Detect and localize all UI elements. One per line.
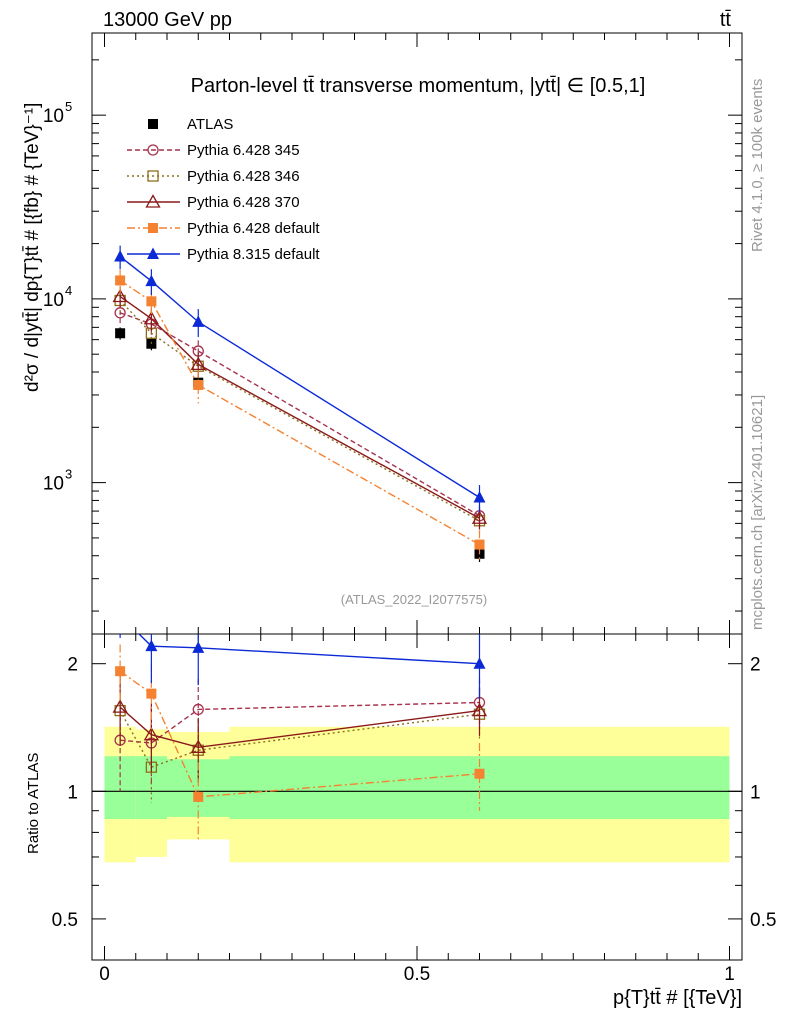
ratio-point-p370 [471, 702, 488, 717]
ratio-y-tick-label-left: 1 [67, 782, 78, 803]
main-point-p6def [115, 275, 126, 286]
ratio-point-p8def [192, 641, 205, 653]
main-y-axis-label: d²σ / d|ytt̄| dp{T}tt̄ # [{fb} # {TeV}⁻¹… [22, 103, 43, 392]
main-y-tick-label: 10 [43, 474, 64, 495]
legend-marker-atlas [148, 119, 158, 129]
ratio-y-axis-label: Ratio to ATLAS [25, 753, 42, 854]
analysis-watermark: (ATLAS_2022_I2077575) [341, 592, 487, 607]
main-point-p345 [114, 307, 126, 319]
ratio-point-p6def [146, 688, 157, 699]
rivet-version-label: Rivet 4.1.0, ≥ 100k events [749, 79, 766, 252]
main-point-p6def [474, 539, 485, 550]
main-y-tick-label: 10 [43, 106, 64, 127]
legend-item-atlas: ATLAS [148, 116, 233, 133]
main-point-p6def [146, 296, 157, 307]
x-tick-label: 0 [99, 964, 110, 985]
ratio-point-p370 [143, 726, 159, 741]
main-point-p370 [471, 510, 488, 524]
ratio-point-p345 [192, 703, 204, 716]
legend-item-p345: Pythia 6.428 345 [127, 142, 300, 159]
ratio-point-p8def [145, 639, 158, 652]
ratio-y-tick-label-right: 0.5 [750, 910, 776, 931]
header-collision-label: 13000 GeV pp [103, 9, 232, 31]
main-series-p6def [115, 269, 485, 562]
ratio-point-p6def [193, 791, 204, 802]
mcplots-label: mcplots.cern.ch [arXiv:2401.10621] [749, 395, 766, 630]
main-y-tick-exponent: 3 [65, 467, 72, 482]
ratio-series-p8def [114, 609, 486, 700]
main-line-p345 [119, 312, 480, 517]
main-point-p370 [190, 356, 206, 371]
legend-item-p8def: Pythia 8.315 default [127, 246, 320, 263]
header-process-label: tt̄ [720, 9, 732, 31]
ratio-point-p6def [115, 666, 126, 677]
main-point-p8def [473, 490, 486, 503]
main-point-p370 [112, 288, 128, 303]
legend-marker-p8def [147, 247, 159, 259]
ratio-point-p370 [112, 699, 128, 713]
ratio-y-tick-label-right: 2 [750, 655, 761, 676]
legend-label-p346: Pythia 6.428 346 [187, 168, 300, 185]
main-line-p8def [119, 255, 480, 499]
main-line-p346 [119, 300, 480, 522]
ratio-line-p8def [138, 634, 480, 665]
x-axis-label: p{T}tt̄ # [{TeV}] [613, 987, 742, 1009]
ratio-series-group [112, 609, 488, 840]
main-line-p6def [119, 279, 480, 546]
legend-item-p346: Pythia 6.428 346 [127, 168, 300, 185]
ratio-line-p345 [120, 701, 480, 744]
ratio-point-p370 [190, 739, 206, 753]
legend-marker-p346 [147, 170, 159, 182]
legend-item-p370: Pythia 6.428 370 [127, 194, 300, 211]
main-point-p8def [145, 274, 158, 287]
x-tick-label: 1 [724, 964, 735, 985]
main-point-p8def [192, 315, 205, 327]
legend-marker-p6def [148, 223, 158, 233]
ratio-point-p8def [114, 609, 126, 621]
ratio-point-p8def [473, 657, 486, 669]
main-series-p346 [114, 290, 486, 533]
legend-label-p8def: Pythia 8.315 default [187, 246, 320, 263]
legend-item-p6def: Pythia 6.428 default [127, 220, 320, 237]
x-tick-label: 0.5 [404, 964, 430, 985]
ratio-series-p6def [115, 644, 485, 840]
main-y-tick-exponent: 4 [65, 283, 72, 298]
main-point-p8def [114, 250, 127, 262]
main-title: Parton-level tt̄ transverse momentum, |y… [191, 75, 646, 97]
main-y-tick-exponent: 5 [65, 99, 72, 114]
ratio-y-tick-label-right: 1 [750, 782, 761, 803]
ratio-line-p346 [119, 710, 480, 769]
legend-marker-p370 [145, 194, 161, 208]
ratio-y-tick-label-left: 2 [67, 655, 78, 676]
ratio-y-tick-label-left: 0.5 [52, 910, 78, 931]
main-y-tick-label: 10 [43, 290, 64, 311]
main-series-p8def [114, 245, 486, 513]
legend: ATLAS Pythia 6.428 345 Pythia 6.428 346 Pyt… [127, 116, 320, 263]
main-line-p370 [119, 295, 480, 519]
legend-label-p6def: Pythia 6.428 default [187, 220, 320, 237]
legend-marker-p345 [147, 144, 159, 156]
main-point-p370 [143, 310, 159, 325]
legend-label-atlas: ATLAS [187, 116, 233, 133]
main-point-atlas [115, 328, 126, 339]
ratio-line-p6def [119, 670, 480, 798]
ratio-panel: 0.5 0.5 1 1 2 2 0 0.5 1 Ratio to ATLAS p{T}tt̄ #… [25, 609, 776, 1009]
legend-label-p345: Pythia 6.428 345 [187, 142, 300, 159]
main-series-atlas [115, 327, 485, 562]
ratio-point-p6def [474, 768, 485, 779]
legend-label-p370: Pythia 6.428 370 [187, 194, 300, 211]
ratio-line-p370 [119, 706, 480, 749]
main-point-p6def [193, 379, 204, 390]
